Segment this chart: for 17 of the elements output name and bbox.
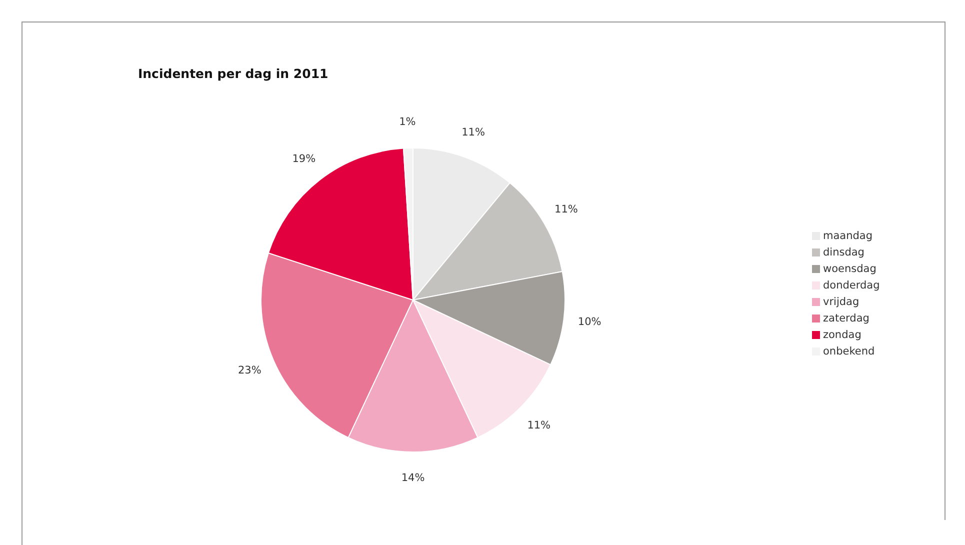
- data-label: 1%: [399, 116, 416, 128]
- data-label: 11%: [554, 203, 578, 216]
- data-label: 14%: [401, 472, 425, 484]
- legend-label: zondag: [823, 328, 862, 341]
- legend-label: vrijdag: [823, 296, 860, 308]
- legend-label: woensdag: [823, 262, 876, 275]
- data-label: 11%: [462, 126, 485, 138]
- legend-label: onbekend: [823, 345, 875, 358]
- data-label: 23%: [238, 364, 262, 377]
- legend-label: dinsdag: [823, 246, 864, 258]
- legend-label: zaterdag: [823, 312, 870, 324]
- legend-label: donderdag: [823, 279, 880, 292]
- legend-label: maandag: [823, 230, 873, 242]
- data-label: 11%: [527, 420, 551, 432]
- data-label: 19%: [292, 153, 316, 166]
- data-label: 10%: [578, 316, 602, 328]
- chart-title: Incidenten per dag in 2011: [138, 66, 328, 81]
